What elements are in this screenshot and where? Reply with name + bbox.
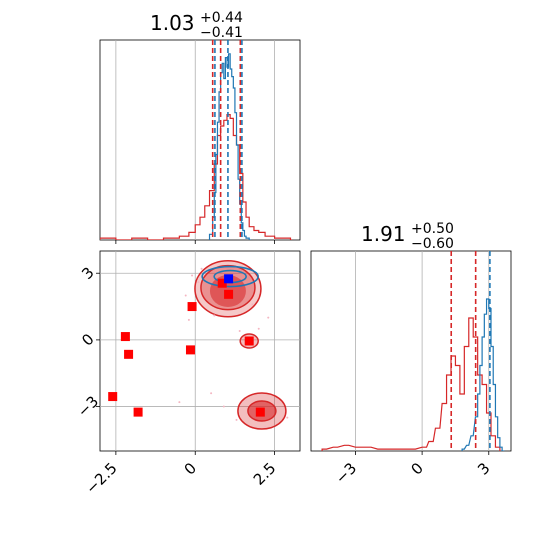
faint-point-12: [178, 401, 181, 404]
panel-right-title-value: 1.91: [361, 222, 406, 246]
panel-right-title: 1.91: [361, 222, 406, 246]
faint-point-9: [286, 416, 289, 419]
faint-point-3: [267, 316, 270, 319]
right-x-tick-label-2: 3: [474, 459, 493, 478]
red-marker-5: [185, 345, 195, 355]
red-marker-9: [255, 407, 265, 417]
blue-marker: [224, 274, 234, 284]
joint-y-tick-label-0: −3: [74, 392, 102, 420]
faint-point-11: [210, 392, 213, 395]
tick-layer: −2.5 0 2.5 −3 0 3 −3 0 3: [74, 240, 494, 498]
faint-point-4: [238, 330, 241, 332]
top-blue-histogram: [208, 53, 251, 240]
red-marker-3: [120, 332, 130, 342]
panel-right-title-minus: −0.60: [411, 236, 454, 252]
panel-right-frame: [310, 250, 512, 452]
blue-contour-outer: [201, 265, 259, 288]
red-marker-6: [244, 336, 254, 346]
joint-x-tick-label-1: 0: [181, 459, 200, 478]
right-blue-histogram: [461, 298, 505, 451]
joint-x-tick-label-0: −2.5: [82, 459, 120, 497]
right-x-tick-label-1: 0: [407, 459, 426, 478]
top-red-histogram: [100, 114, 293, 240]
faint-point-7: [245, 398, 248, 401]
panel-top-frame: [99, 39, 301, 241]
panel-top-title-plus: +0.44: [200, 10, 243, 26]
faint-point-17: [197, 281, 200, 284]
panel-joint-frame: [99, 250, 301, 452]
red-marker-4: [124, 349, 134, 359]
red-marker-7: [108, 392, 118, 402]
red-marker-8: [133, 407, 143, 417]
faint-point-10: [235, 418, 238, 421]
faint-point-0: [200, 267, 203, 270]
joint-y-tick-label-1: 0: [78, 330, 97, 349]
faint-point-16: [257, 327, 260, 330]
marginal-y-plot: [321, 251, 505, 451]
right-x-tick-label-0: −3: [332, 459, 360, 487]
panel-top-title-minus: −0.41: [200, 25, 243, 41]
marginal-x-plot: [100, 40, 293, 240]
joint-plot: [100, 251, 300, 451]
joint-x-tick-label-2: 2.5: [250, 459, 280, 489]
faint-point-15: [187, 318, 190, 321]
faint-point-6: [184, 294, 187, 297]
faint-point-1: [191, 274, 194, 277]
panel-top-title: 1.03: [150, 11, 195, 35]
faint-point-2: [251, 303, 254, 306]
panel-top-title-value: 1.03: [150, 11, 195, 35]
red-marker-2: [187, 302, 197, 312]
panel-right-title-plus: +0.50: [411, 221, 454, 237]
faint-point-13: [264, 425, 267, 428]
faint-point-8: [276, 401, 279, 404]
faint-point-14: [222, 405, 225, 408]
joint-y-tick-label-2: 3: [78, 263, 97, 282]
red-marker-1: [224, 289, 234, 299]
right-red-histogram: [321, 317, 501, 451]
red-marker-0: [217, 278, 227, 288]
faint-point-5: [213, 314, 216, 317]
